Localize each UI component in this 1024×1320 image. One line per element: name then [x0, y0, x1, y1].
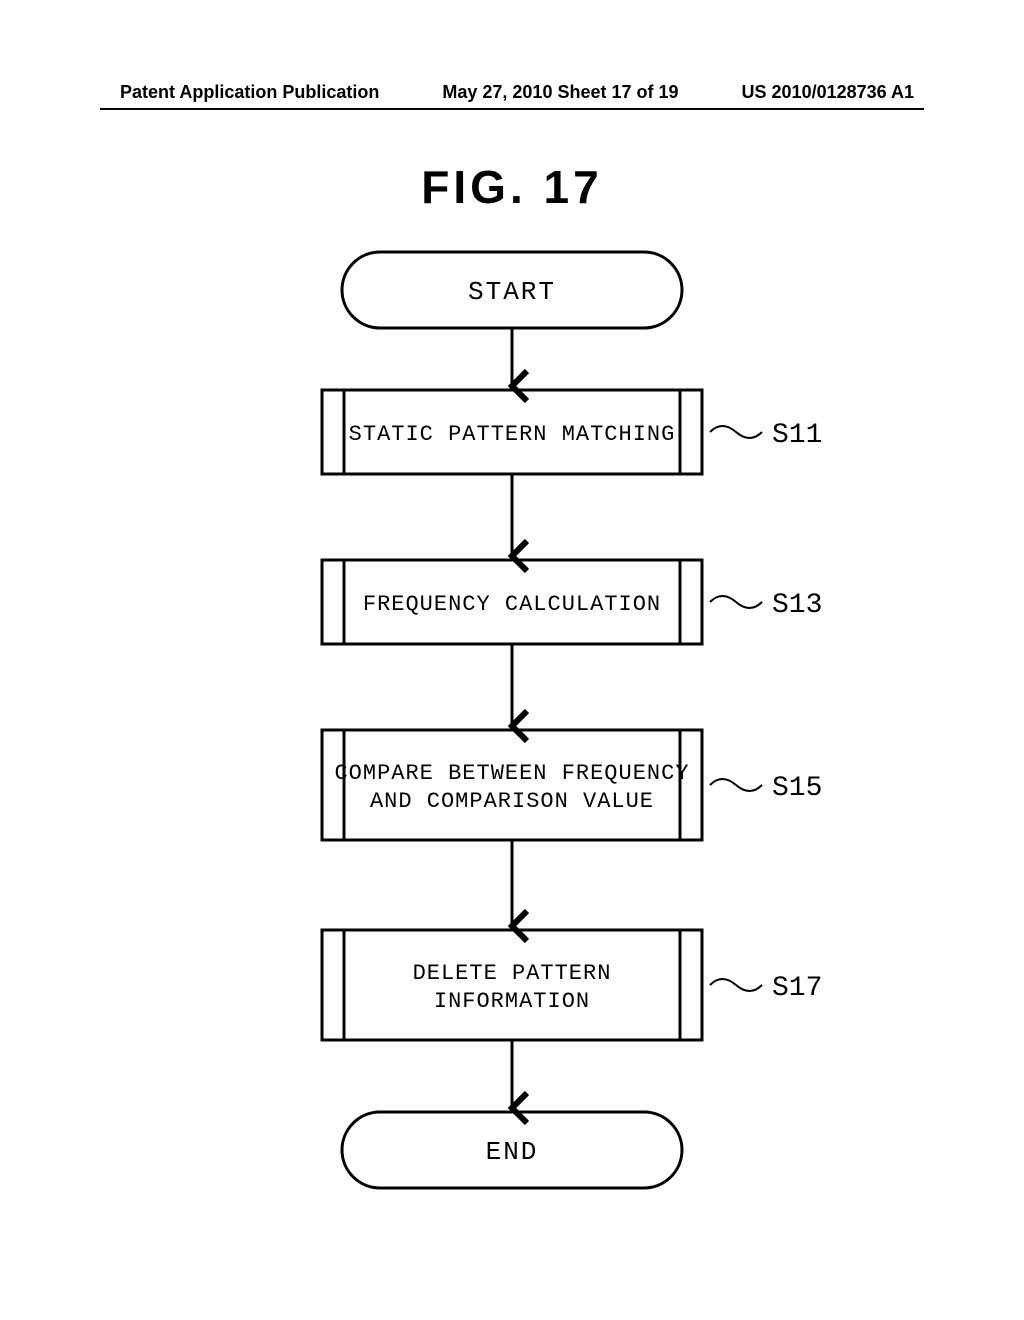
flowchart-svg: START END STATIC PATTERN MATCHING S11 FREQUE… — [112, 230, 912, 1210]
step-label: S11 — [772, 420, 822, 451]
step-label: S17 — [772, 973, 822, 1004]
step-connector — [710, 426, 762, 438]
flowchart: START END STATIC PATTERN MATCHING S11 FREQUE… — [0, 230, 1024, 1210]
header-mid: May 27, 2010 Sheet 17 of 19 — [442, 82, 678, 103]
header-left: Patent Application Publication — [120, 82, 379, 103]
page-header: Patent Application Publication May 27, 2… — [0, 82, 1024, 103]
process-text: FREQUENCY CALCULATION — [363, 592, 661, 617]
process-text: AND COMPARISON VALUE — [370, 789, 654, 814]
process-text: INFORMATION — [434, 989, 590, 1014]
header-rule — [100, 108, 924, 110]
step-label: S15 — [772, 773, 822, 804]
process-text: COMPARE BETWEEN FREQUENCY — [334, 761, 689, 786]
figure-title: FIG. 17 — [0, 160, 1024, 214]
step-label: S13 — [772, 590, 822, 621]
process-text: STATIC PATTERN MATCHING — [349, 422, 676, 447]
header-right: US 2010/0128736 A1 — [742, 82, 914, 103]
step-connector — [710, 979, 762, 991]
step-connector — [710, 596, 762, 608]
terminator-end-label: END — [486, 1137, 539, 1167]
process-text: DELETE PATTERN — [413, 961, 612, 986]
page: Patent Application Publication May 27, 2… — [0, 0, 1024, 1320]
step-connector — [710, 779, 762, 791]
terminator-start-label: START — [468, 277, 556, 307]
